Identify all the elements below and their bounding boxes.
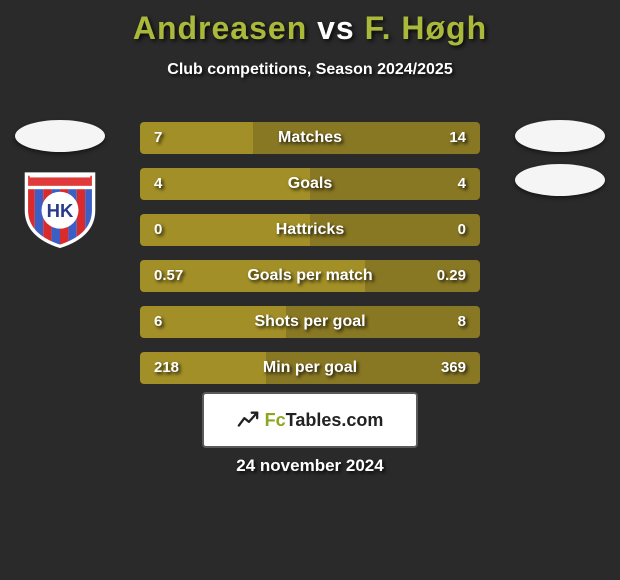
bar-segment-right bbox=[286, 306, 480, 338]
vs-text: vs bbox=[317, 10, 355, 46]
player1-name: Andreasen bbox=[133, 10, 307, 46]
page-title: Andreasen vs F. Høgh bbox=[0, 0, 620, 47]
stat-bar: 714Matches bbox=[140, 120, 480, 156]
stat-bar: 0.570.29Goals per match bbox=[140, 258, 480, 294]
brand-badge: FcTables.com bbox=[202, 392, 418, 448]
subtitle: Club competitions, Season 2024/2025 bbox=[0, 61, 620, 79]
date: 24 november 2024 bbox=[0, 456, 620, 476]
svg-text:HK: HK bbox=[47, 200, 74, 221]
chart-line-icon bbox=[237, 409, 259, 431]
stat-value-right: 4 bbox=[458, 166, 466, 202]
stat-value-left: 4 bbox=[154, 166, 162, 202]
stat-value-right: 0 bbox=[458, 212, 466, 248]
brand-prefix: Fc bbox=[265, 410, 286, 430]
player2-name: F. Høgh bbox=[365, 10, 488, 46]
bar-segment-left bbox=[140, 214, 310, 246]
right-column bbox=[510, 120, 610, 196]
bar-segment-right bbox=[253, 122, 480, 154]
stat-value-right: 0.29 bbox=[437, 258, 466, 294]
stat-bar: 00Hattricks bbox=[140, 212, 480, 248]
stat-value-left: 0.57 bbox=[154, 258, 183, 294]
stat-bar: 218369Min per goal bbox=[140, 350, 480, 386]
stat-value-left: 7 bbox=[154, 120, 162, 156]
player2-avatar-placeholder bbox=[515, 120, 605, 152]
bar-segment-right bbox=[310, 214, 480, 246]
stat-value-right: 14 bbox=[449, 120, 466, 156]
comparison-infographic: Andreasen vs F. Høgh Club competitions, … bbox=[0, 0, 620, 580]
left-column: HK bbox=[10, 120, 110, 248]
stat-bar: 44Goals bbox=[140, 166, 480, 202]
brand-suffix: Tables.com bbox=[286, 410, 384, 430]
stat-bar: 68Shots per goal bbox=[140, 304, 480, 340]
bar-segment-right bbox=[310, 168, 480, 200]
player2-club-placeholder bbox=[515, 164, 605, 196]
stats-bars: 714Matches44Goals00Hattricks0.570.29Goal… bbox=[140, 120, 480, 396]
bar-segment-left bbox=[140, 168, 310, 200]
player1-club-badge: HK bbox=[18, 164, 102, 248]
stat-value-left: 0 bbox=[154, 212, 162, 248]
stat-value-left: 218 bbox=[154, 350, 179, 386]
stat-value-right: 369 bbox=[441, 350, 466, 386]
brand-text: FcTables.com bbox=[265, 410, 384, 431]
stat-value-left: 6 bbox=[154, 304, 162, 340]
player1-avatar-placeholder bbox=[15, 120, 105, 152]
stat-value-right: 8 bbox=[458, 304, 466, 340]
